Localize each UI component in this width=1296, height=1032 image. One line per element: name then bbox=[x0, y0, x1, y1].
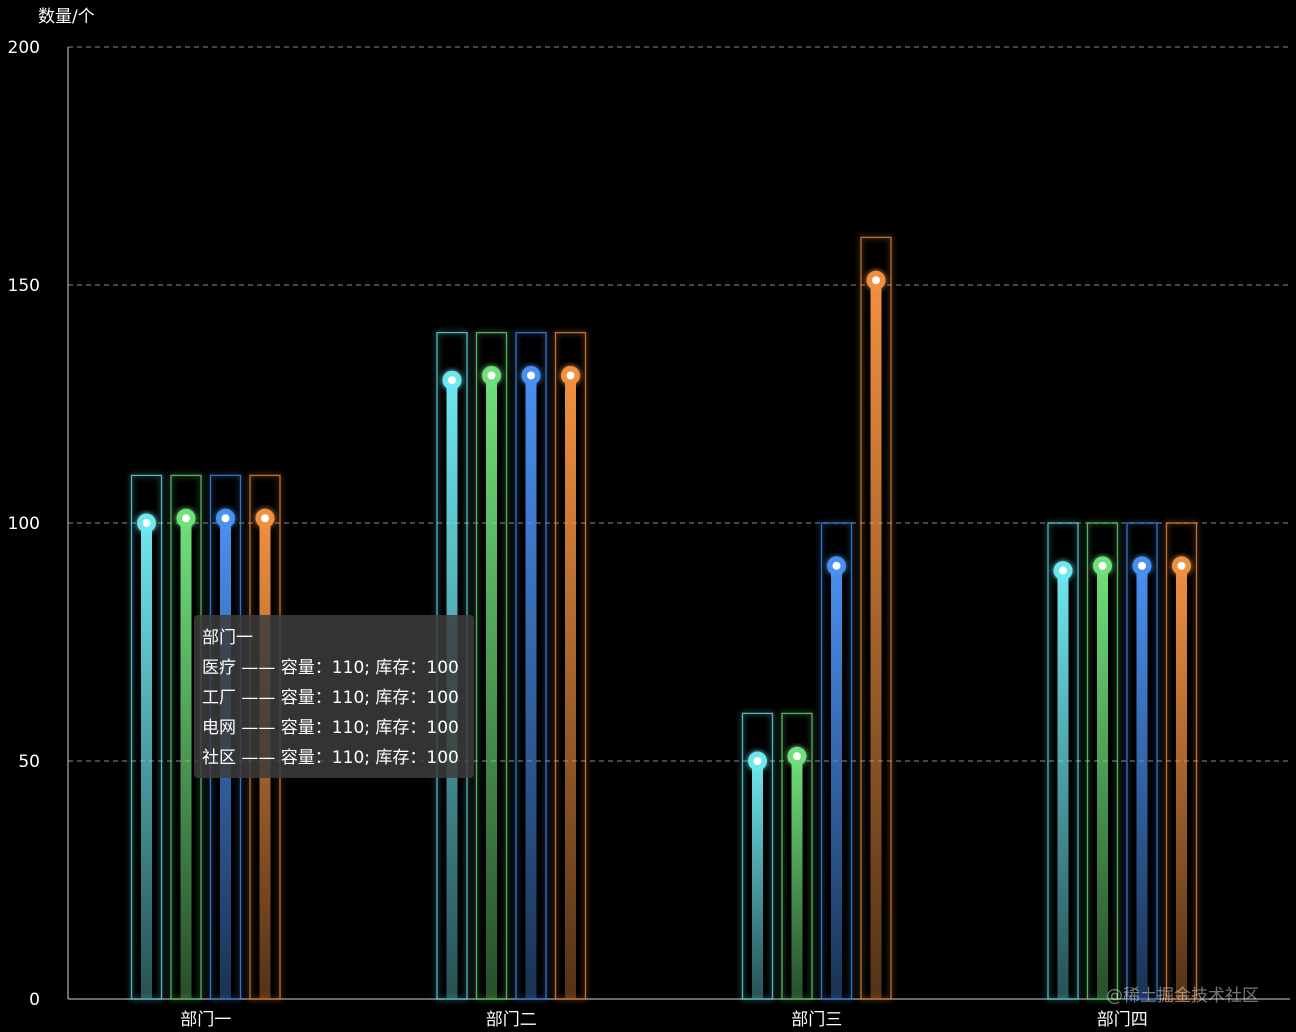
tooltip-row-community: 社区 —— 容量：110; 库存：100 bbox=[202, 748, 459, 768]
stock-bar[interactable] bbox=[870, 280, 882, 998]
stock-marker-center bbox=[1177, 561, 1186, 570]
stock-marker-center bbox=[142, 519, 151, 527]
capacity-bar[interactable] bbox=[1047, 522, 1079, 1000]
grid-lines bbox=[68, 46, 1290, 762]
tooltip-row-grid: 电网 —— 容量：110; 库存：100 bbox=[202, 718, 459, 738]
stock-marker-center bbox=[221, 514, 230, 523]
capacity-bar[interactable] bbox=[781, 712, 813, 1000]
capacity-bar[interactable] bbox=[1126, 522, 1158, 1000]
stock-marker-center bbox=[182, 514, 190, 523]
x-tick-label: 部门三 bbox=[791, 1010, 842, 1030]
y-tick-label: 150 bbox=[8, 276, 40, 296]
tooltip: 部门一 医疗 —— 容量：110; 库存：100 工厂 —— 容量：110; 库… bbox=[194, 615, 474, 778]
stock-marker-center bbox=[487, 371, 496, 380]
stock-marker-center bbox=[448, 376, 456, 385]
capacity-bar[interactable] bbox=[741, 712, 774, 1000]
stock-marker-center bbox=[793, 752, 801, 761]
capacity-bar[interactable] bbox=[515, 331, 547, 1000]
stock-marker-center bbox=[261, 514, 269, 523]
tooltip-row-medical: 医疗 —— 容量：110; 库存：100 bbox=[202, 658, 459, 678]
stock-bar[interactable] bbox=[565, 375, 576, 998]
capacity-bar[interactable] bbox=[1165, 522, 1198, 1000]
stock-bar[interactable] bbox=[791, 756, 803, 998]
capacity-bar[interactable] bbox=[860, 236, 892, 1000]
x-tick-label: 部门一 bbox=[180, 1010, 231, 1030]
y-tick-label: 0 bbox=[29, 990, 40, 1010]
capacity-bar[interactable] bbox=[130, 474, 163, 1000]
stock-marker-center bbox=[753, 757, 762, 765]
y-tick-label: 100 bbox=[8, 514, 40, 534]
stock-marker-center bbox=[1059, 566, 1067, 575]
tooltip-row-factory: 工厂 —— 容量：110; 库存：100 bbox=[202, 688, 459, 708]
tooltip-title: 部门一 bbox=[202, 628, 253, 648]
capacity-bar[interactable] bbox=[475, 331, 508, 1000]
stock-marker-center bbox=[566, 371, 575, 380]
stock-bar[interactable] bbox=[1136, 565, 1148, 998]
stock-bar[interactable] bbox=[1057, 570, 1069, 998]
stock-bar[interactable] bbox=[525, 375, 537, 998]
stock-marker-center bbox=[832, 561, 841, 570]
stock-bar[interactable] bbox=[180, 518, 192, 998]
y-axis-label: 数量/个 bbox=[38, 7, 95, 27]
capacity-bar[interactable] bbox=[554, 331, 587, 1000]
stock-marker-center bbox=[527, 371, 535, 380]
stock-marker-center bbox=[872, 276, 880, 285]
capacity-bar[interactable] bbox=[820, 522, 853, 1000]
y-tick-label: 200 bbox=[8, 38, 40, 58]
stock-marker-center bbox=[1098, 561, 1107, 570]
stock-bar[interactable] bbox=[486, 375, 497, 998]
x-tick-label: 部门四 bbox=[1097, 1010, 1148, 1030]
capacity-bar[interactable] bbox=[1086, 522, 1119, 1000]
stock-bar[interactable] bbox=[1097, 565, 1108, 998]
stock-bar[interactable] bbox=[1176, 565, 1187, 998]
y-tick-label: 50 bbox=[18, 752, 40, 772]
x-tick-label: 部门二 bbox=[486, 1010, 537, 1030]
stock-bar[interactable] bbox=[752, 761, 763, 998]
stock-marker-center bbox=[1138, 561, 1146, 570]
stock-bar[interactable] bbox=[141, 523, 152, 998]
watermark: @稀土掘金技术社区 bbox=[1106, 986, 1259, 1006]
stock-bar[interactable] bbox=[831, 565, 842, 998]
